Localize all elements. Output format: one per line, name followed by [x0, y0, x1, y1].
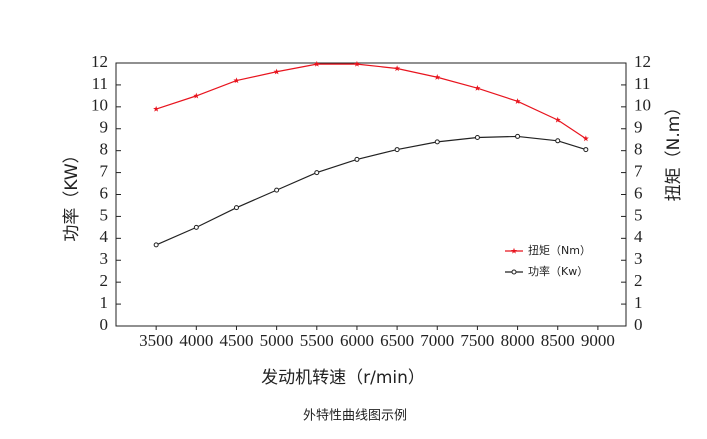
y2-tick-label: 9 [634, 118, 643, 137]
y-tick-label: 1 [100, 293, 109, 312]
y-tick-label: 11 [92, 74, 108, 93]
marker [193, 92, 200, 99]
marker [314, 170, 320, 176]
y-tick-label: 4 [100, 227, 109, 246]
marker [515, 133, 521, 139]
marker [582, 135, 589, 142]
marker [474, 135, 480, 141]
y-axis-label: 功率（KW） [62, 146, 82, 241]
y-tick-label: 7 [100, 161, 109, 180]
marker [233, 205, 239, 211]
y2-axis-label: 扭矩（N.m） [664, 99, 684, 202]
x-tick-label: 9000 [581, 331, 615, 350]
y2-tick-label: 2 [634, 271, 643, 290]
x-tick-label: 7500 [460, 331, 494, 350]
x-tick-label: 8500 [541, 331, 575, 350]
x-tick-label: 7000 [420, 331, 454, 350]
marker [353, 60, 360, 67]
marker [510, 247, 518, 254]
marker [153, 105, 160, 112]
y-tick-label: 10 [91, 96, 108, 115]
series-line [155, 63, 587, 140]
y2-tick-label: 8 [634, 140, 643, 159]
x-tick-label: 8000 [501, 331, 535, 350]
marker [274, 187, 280, 193]
marker [394, 65, 401, 72]
marker [354, 156, 360, 162]
y2-tick-label: 6 [634, 183, 643, 202]
marker [583, 147, 589, 153]
caption: 外特性曲线图示例 [303, 409, 407, 424]
series-line [155, 135, 587, 246]
legend-label: 功率（Kw） [528, 264, 588, 278]
y2-tick-label: 12 [634, 52, 651, 71]
x-tick-label: 6000 [340, 331, 374, 350]
marker [153, 242, 159, 248]
x-tick-label: 4500 [219, 331, 253, 350]
y2-tick-label: 4 [634, 227, 643, 246]
marker [434, 74, 441, 80]
y-tick-label: 9 [100, 118, 109, 137]
y2-tick-label: 7 [634, 161, 643, 180]
legend-label: 扭矩（Nm） [528, 243, 591, 257]
y-tick-label: 0 [100, 315, 109, 334]
y2-tick-label: 10 [634, 96, 651, 115]
x-tick-label: 5000 [260, 331, 294, 350]
x-tick-label: 6500 [380, 331, 414, 350]
marker [233, 77, 240, 84]
y2-tick-label: 11 [634, 74, 650, 93]
marker [394, 147, 400, 153]
y2-tick-label: 5 [634, 205, 643, 224]
y-tick-label: 5 [100, 205, 109, 224]
x-axis-label: 发动机转速（r/min） [261, 368, 425, 388]
y-tick-label: 8 [100, 140, 109, 159]
x-tick-label: 4000 [179, 331, 213, 350]
marker [554, 116, 561, 123]
x-tick-label: 5500 [300, 331, 334, 350]
marker [193, 224, 199, 230]
y-tick-label: 3 [100, 249, 109, 268]
marker [434, 139, 440, 145]
marker [514, 98, 521, 104]
plot-frame [115, 62, 627, 327]
marker [313, 60, 320, 67]
y2-tick-label: 0 [634, 315, 643, 334]
y-tick-label: 2 [100, 271, 109, 290]
y2-tick-label: 3 [634, 249, 643, 268]
marker [511, 269, 517, 275]
marker [555, 138, 561, 144]
y-tick-label: 6 [100, 183, 109, 202]
marker [474, 85, 481, 91]
y-tick-label: 12 [91, 52, 108, 71]
x-tick-label: 3500 [139, 331, 173, 350]
y2-tick-label: 1 [634, 293, 643, 312]
marker [273, 68, 280, 75]
